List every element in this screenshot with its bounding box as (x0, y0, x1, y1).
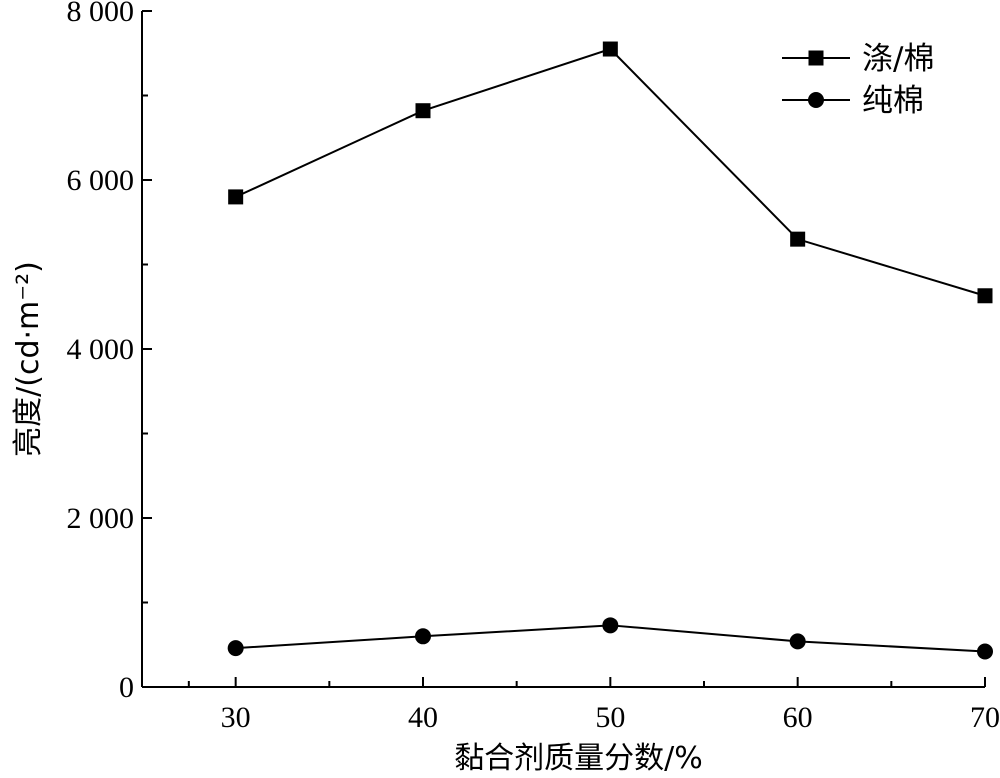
axes (141, 11, 985, 688)
series-2 (227, 617, 993, 660)
legend: 涤/棉纯棉 (782, 41, 934, 119)
data-point (415, 628, 431, 645)
x-tick-label: 30 (221, 701, 251, 734)
series-1 (228, 41, 993, 304)
x-tick-label: 60 (783, 701, 813, 734)
y-tick-label: 0 (119, 671, 134, 704)
legend-label: 纯棉 (862, 83, 924, 119)
y-tick-label: 8 000 (67, 0, 135, 28)
y-axis-title: 亮度/(cd·m⁻²) (11, 261, 46, 457)
data-point (789, 633, 806, 650)
y-tick-label: 6 000 (67, 164, 135, 197)
data-point (977, 643, 993, 660)
legend-item: 纯棉 (782, 83, 924, 119)
data-point (228, 189, 244, 205)
data-point (977, 288, 993, 304)
legend-item: 涤/棉 (782, 41, 934, 77)
series-layer (227, 41, 993, 660)
x-tick-label: 40 (408, 701, 438, 734)
data-point (602, 41, 618, 57)
x-tick-label: 70 (970, 701, 1000, 734)
data-point (415, 103, 431, 119)
data-point (602, 617, 619, 634)
legend-marker (808, 50, 824, 66)
y-tick-label: 4 000 (67, 333, 135, 366)
legend-label: 涤/棉 (862, 41, 934, 77)
data-point (790, 231, 806, 247)
y-tick-label: 2 000 (67, 502, 135, 535)
legend-marker (808, 92, 824, 108)
data-point (227, 640, 244, 657)
x-axis-title: 黏合剂质量分数/% (454, 741, 703, 776)
x-tick-label: 50 (595, 701, 625, 734)
y-ticks: 0 2 000 4 000 6 000 8 000 (67, 0, 152, 704)
x-ticks: 30 40 50 60 70 (187, 677, 1000, 734)
